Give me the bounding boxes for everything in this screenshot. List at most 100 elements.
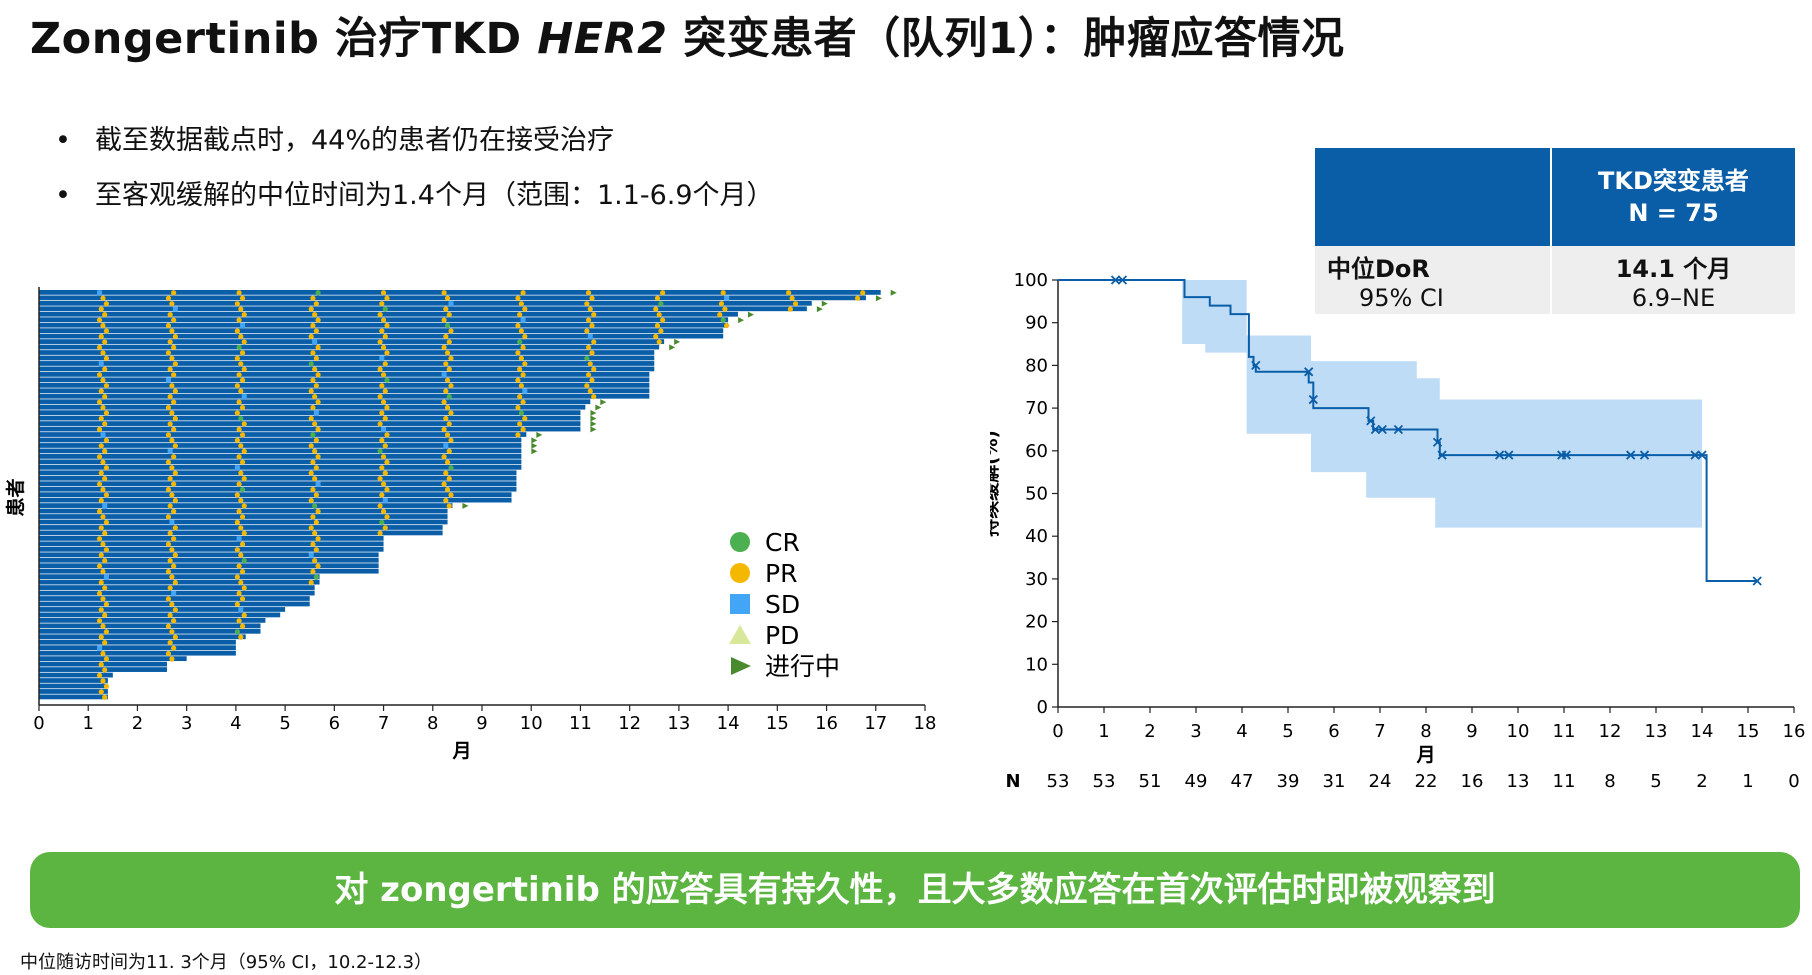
x-tick-label: 13 bbox=[1645, 721, 1668, 742]
pr-marker bbox=[98, 415, 104, 422]
pr-marker bbox=[167, 366, 173, 372]
sd-marker bbox=[308, 552, 314, 558]
cr-marker bbox=[241, 558, 247, 564]
pr-marker bbox=[167, 339, 173, 345]
pr-marker bbox=[515, 350, 521, 356]
x-tick-label: 16 bbox=[815, 713, 838, 734]
bullet-text: 截至数据截点时，44%的患者仍在接受治疗 bbox=[95, 125, 615, 156]
pr-marker bbox=[172, 634, 178, 640]
cr-marker bbox=[236, 344, 242, 350]
pr-marker bbox=[722, 306, 728, 312]
patient-bar bbox=[39, 579, 320, 585]
pr-marker bbox=[377, 421, 383, 427]
patient-bar bbox=[39, 536, 384, 541]
patient-bar bbox=[39, 448, 522, 454]
pr-marker bbox=[171, 563, 177, 569]
pr-marker bbox=[584, 301, 590, 307]
dor-value-cell: 14.1 个月 6.9–NE bbox=[1551, 246, 1795, 314]
ongoing-arrow bbox=[738, 317, 745, 324]
sd-marker bbox=[234, 465, 240, 471]
pr-marker bbox=[103, 355, 110, 361]
pr-marker bbox=[587, 306, 593, 312]
patient-bar bbox=[39, 486, 517, 492]
cr-marker bbox=[720, 317, 726, 323]
dor-row1-label: 中位DoR bbox=[1327, 254, 1430, 283]
x-tick-label: 12 bbox=[1599, 721, 1622, 742]
pr-marker bbox=[517, 366, 523, 372]
pr-marker bbox=[443, 333, 449, 340]
ci-band bbox=[1182, 280, 1702, 528]
patient-bar bbox=[39, 694, 108, 700]
y-tick-label: 10 bbox=[1025, 654, 1048, 675]
legend-sd-swatch bbox=[730, 594, 750, 614]
at-risk-value: 13 bbox=[1507, 771, 1530, 792]
pr-marker bbox=[241, 585, 247, 591]
pr-marker bbox=[310, 486, 316, 493]
pr-marker bbox=[96, 481, 103, 487]
censor-mark bbox=[1697, 450, 1707, 460]
pr-marker bbox=[313, 355, 319, 361]
pr-marker bbox=[384, 514, 390, 520]
pr-marker bbox=[96, 399, 103, 405]
pr-marker bbox=[172, 361, 178, 367]
pr-marker bbox=[377, 366, 383, 372]
pr-marker bbox=[239, 350, 246, 356]
cr-marker bbox=[384, 377, 390, 383]
pr-marker bbox=[171, 344, 177, 350]
pr-marker bbox=[312, 530, 318, 536]
pr-marker bbox=[660, 290, 666, 296]
pr-marker bbox=[169, 410, 175, 416]
pr-marker bbox=[96, 672, 103, 678]
x-tick-label: 14 bbox=[1691, 721, 1714, 742]
at-risk-label: N bbox=[1005, 771, 1020, 792]
pr-marker bbox=[315, 536, 321, 542]
ongoing-arrow bbox=[821, 300, 828, 307]
pr-marker bbox=[234, 301, 240, 307]
pr-marker bbox=[660, 317, 666, 323]
pr-marker bbox=[653, 306, 659, 312]
pr-marker bbox=[103, 410, 110, 416]
pr-marker bbox=[172, 333, 178, 340]
patient-bar bbox=[39, 574, 320, 580]
pr-marker bbox=[587, 361, 593, 367]
cr-marker bbox=[518, 410, 524, 416]
pr-marker bbox=[238, 443, 244, 449]
pr-marker bbox=[165, 404, 172, 411]
sd-marker bbox=[165, 377, 171, 383]
y-axis-title: 持续缓解(%) bbox=[990, 430, 1002, 537]
pr-marker bbox=[384, 486, 390, 493]
patient-bar bbox=[39, 361, 655, 366]
pr-marker bbox=[441, 317, 447, 323]
legend-pr-label: PR bbox=[765, 559, 797, 588]
pr-marker bbox=[169, 629, 175, 635]
censor-mark bbox=[1752, 576, 1762, 586]
censor-mark bbox=[1308, 394, 1318, 405]
x-tick-label: 5 bbox=[1282, 721, 1293, 742]
sd-marker bbox=[587, 333, 593, 339]
pr-marker bbox=[234, 410, 240, 416]
pr-marker bbox=[100, 678, 106, 684]
x-tick-label: 8 bbox=[427, 713, 438, 734]
patient-bar bbox=[39, 470, 517, 476]
pr-marker bbox=[312, 476, 318, 482]
pr-marker bbox=[380, 290, 387, 296]
patient-bar bbox=[39, 459, 522, 465]
pr-marker bbox=[165, 541, 172, 547]
sd-marker bbox=[169, 519, 175, 525]
patient-bar bbox=[39, 475, 517, 481]
pr-marker bbox=[239, 295, 246, 301]
pr-marker bbox=[787, 306, 793, 312]
patient-bar bbox=[39, 421, 581, 426]
pr-marker bbox=[377, 394, 383, 400]
pr-marker bbox=[169, 355, 175, 361]
cr-marker bbox=[310, 432, 316, 438]
x-axis-title: 月 bbox=[451, 740, 471, 762]
pr-marker bbox=[585, 290, 592, 296]
patient-bar bbox=[39, 311, 738, 317]
pr-marker bbox=[443, 361, 449, 367]
ongoing-arrow bbox=[600, 399, 607, 406]
patient-bar bbox=[39, 437, 522, 443]
censor-mark bbox=[1370, 424, 1381, 435]
pr-marker bbox=[515, 322, 521, 329]
ongoing-arrow bbox=[531, 448, 538, 455]
